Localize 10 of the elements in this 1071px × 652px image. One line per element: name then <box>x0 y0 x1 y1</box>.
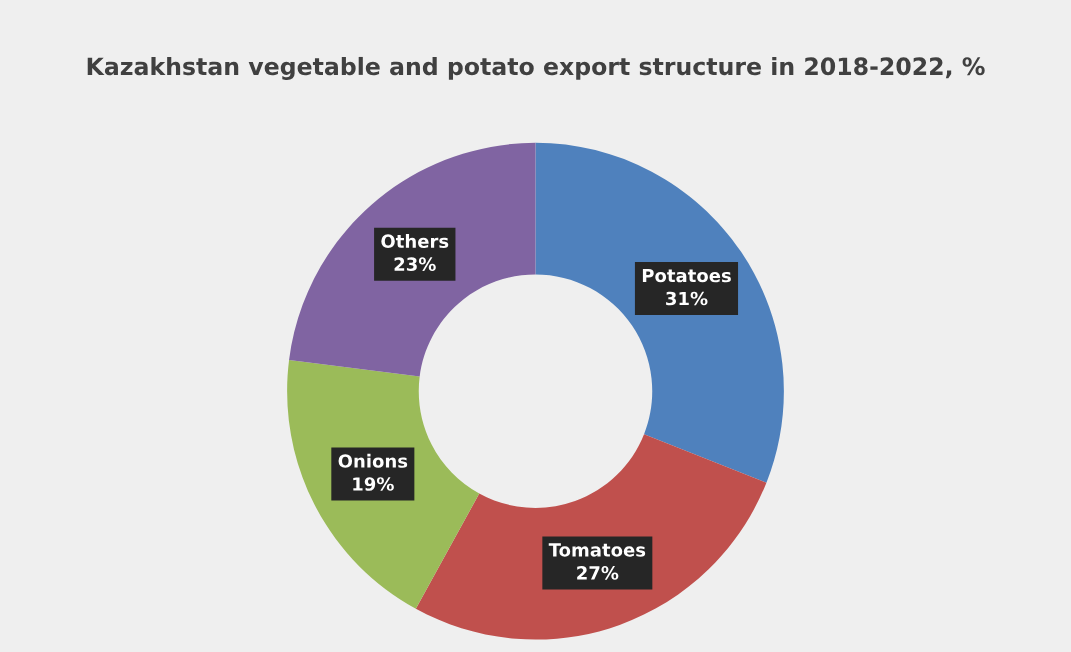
slice-label: Tomatoes <box>548 543 646 557</box>
slice-label: Others <box>381 234 449 249</box>
slice-label: Potatoes <box>642 268 731 283</box>
data-label: 23% <box>394 257 436 271</box>
data-label: 31% <box>666 291 708 306</box>
chart-title: Kazakhstan vegetable and potato export structure in 2018-2022, % <box>87 56 985 80</box>
data-label: 19% <box>353 477 394 491</box>
data-label: 27% <box>577 566 619 580</box>
donut-slice <box>289 142 536 377</box>
slice-label: Onions <box>338 453 408 468</box>
